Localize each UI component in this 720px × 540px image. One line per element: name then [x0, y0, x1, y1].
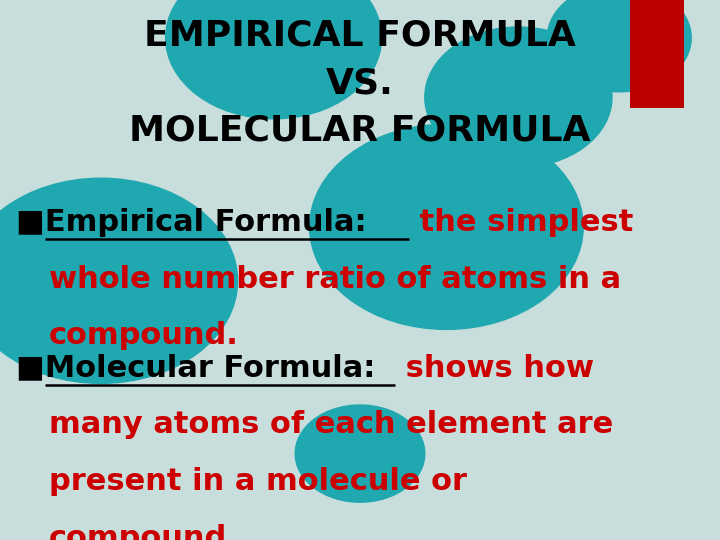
Text: shows how: shows how [395, 354, 593, 383]
Text: present in a molecule or: present in a molecule or [49, 467, 467, 496]
Text: EMPIRICAL FORMULA: EMPIRICAL FORMULA [144, 19, 576, 53]
Text: ■Empirical Formula:: ■Empirical Formula: [16, 208, 366, 237]
Text: ■Molecular Formula:: ■Molecular Formula: [16, 354, 375, 383]
Text: whole number ratio of atoms in a: whole number ratio of atoms in a [49, 265, 621, 294]
Text: the simplest: the simplest [409, 208, 634, 237]
Text: many atoms of each element are: many atoms of each element are [49, 410, 613, 440]
Circle shape [547, 0, 691, 92]
Text: VS.: VS. [326, 66, 394, 100]
Circle shape [295, 405, 425, 502]
Circle shape [0, 178, 238, 383]
Text: compound.: compound. [49, 524, 239, 540]
Text: MOLECULAR FORMULA: MOLECULAR FORMULA [130, 114, 590, 148]
Bar [630, 0, 684, 108]
Circle shape [310, 124, 583, 329]
Circle shape [166, 0, 382, 119]
Circle shape [425, 27, 612, 167]
Text: compound.: compound. [49, 321, 239, 350]
